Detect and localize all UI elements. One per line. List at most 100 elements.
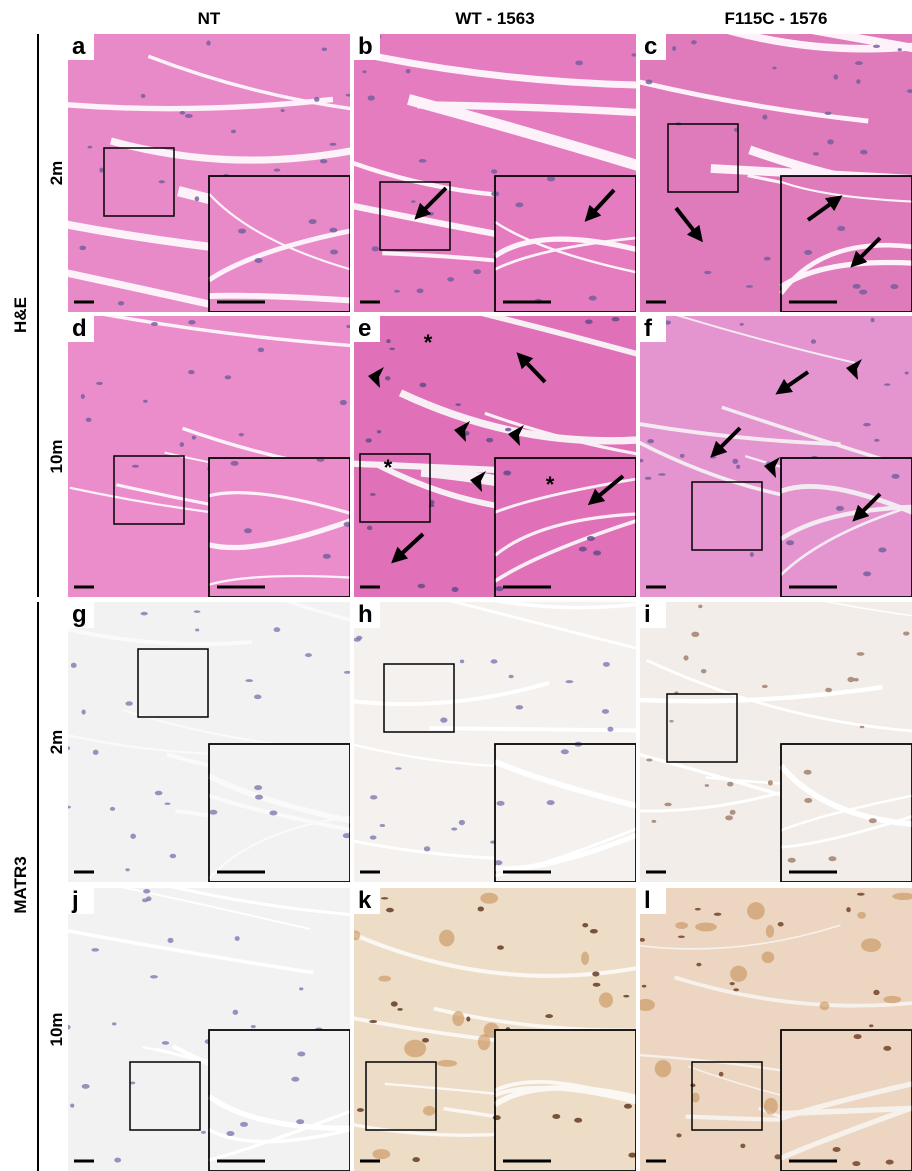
- nucleus: [226, 1131, 234, 1136]
- panel-letter: i: [644, 601, 651, 628]
- nucleus: [478, 906, 484, 911]
- aggregate: [378, 976, 391, 982]
- nucleus: [367, 526, 372, 530]
- nucleus: [859, 290, 867, 295]
- asterisk: *: [546, 472, 555, 497]
- panel-letter: e: [358, 315, 371, 342]
- column-header: NT: [198, 9, 221, 28]
- nucleus: [696, 963, 701, 967]
- nucleus: [209, 810, 217, 815]
- nucleus: [170, 854, 177, 859]
- nucleus: [854, 1034, 862, 1039]
- nucleus: [905, 371, 909, 374]
- aggregate: [762, 952, 775, 963]
- nucleus: [825, 112, 832, 115]
- nucleus: [82, 1084, 90, 1089]
- nucleus: [710, 456, 716, 459]
- nucleus: [732, 459, 738, 464]
- nucleus: [411, 200, 416, 203]
- stain-label: H&E: [11, 297, 30, 333]
- nucleus: [624, 1104, 632, 1109]
- nucleus: [143, 400, 147, 403]
- nucleus: [695, 908, 701, 911]
- aggregate: [351, 930, 360, 940]
- nucleus: [646, 759, 652, 762]
- nucleus: [447, 277, 454, 282]
- column-header: F115C - 1576: [724, 9, 827, 28]
- nucleus: [593, 550, 601, 555]
- panel-letter: l: [644, 887, 651, 914]
- nucleus: [395, 767, 402, 769]
- nucleus: [114, 1158, 121, 1163]
- asterisk: *: [424, 330, 433, 355]
- nucleus: [162, 1041, 169, 1045]
- nucleus: [561, 749, 569, 754]
- nucleus: [168, 938, 174, 943]
- nucleus: [451, 827, 457, 830]
- nucleus: [714, 913, 722, 916]
- nucleus: [281, 109, 285, 112]
- nucleus: [833, 1147, 841, 1152]
- nucleus: [65, 806, 71, 809]
- nucleus: [691, 40, 697, 44]
- nucleus: [516, 705, 524, 709]
- aggregate: [581, 952, 589, 965]
- aggregate: [636, 999, 655, 1011]
- nucleus: [82, 709, 86, 714]
- nucleus: [491, 169, 497, 174]
- nucleus: [658, 473, 666, 475]
- nucleus: [238, 229, 246, 234]
- nucleus: [88, 146, 93, 149]
- nucleus: [847, 677, 854, 682]
- aggregate: [655, 1060, 672, 1077]
- nucleus: [473, 269, 481, 274]
- aggregate: [764, 1098, 778, 1115]
- nucleus: [857, 893, 865, 896]
- nucleus: [804, 770, 812, 775]
- nucleus: [762, 685, 768, 688]
- stain-label: MATR3: [11, 856, 30, 913]
- nucleus: [898, 48, 902, 51]
- nucleus: [305, 653, 312, 657]
- panel-letter: a: [72, 33, 86, 60]
- aggregate: [766, 925, 774, 938]
- nucleus: [623, 995, 629, 998]
- timepoint-label: 10m: [47, 1012, 66, 1046]
- nucleus: [730, 982, 735, 985]
- nucleus: [603, 662, 610, 667]
- nucleus: [240, 1122, 248, 1127]
- nucleus: [678, 935, 685, 938]
- nucleus: [320, 159, 327, 163]
- nucleus: [309, 219, 317, 224]
- nucleus: [155, 791, 163, 796]
- nucleus: [357, 1108, 364, 1112]
- nucleus: [860, 150, 867, 155]
- nucleus: [370, 795, 377, 799]
- nucleus: [646, 80, 653, 85]
- nucleus: [150, 975, 158, 978]
- nucleus: [385, 376, 390, 380]
- nucleus: [497, 801, 505, 806]
- nucleus: [764, 257, 771, 261]
- aggregate: [730, 966, 747, 982]
- nucleus: [452, 587, 459, 592]
- nucleus: [497, 945, 504, 949]
- nucleus: [873, 990, 879, 995]
- nucleus: [274, 168, 281, 171]
- nucleus: [291, 1077, 299, 1082]
- nucleus: [417, 289, 424, 294]
- nucleus: [852, 1161, 860, 1166]
- nucleus: [297, 1051, 305, 1056]
- nucleus: [244, 528, 252, 533]
- nucleus: [368, 95, 375, 100]
- nucleus: [185, 114, 193, 118]
- nucleus: [856, 79, 860, 84]
- nucleus: [141, 94, 146, 98]
- nucleus: [195, 196, 200, 201]
- nucleus: [827, 139, 833, 144]
- nucleus: [813, 152, 819, 156]
- nucleus: [66, 1025, 71, 1030]
- nucleus: [892, 474, 900, 479]
- aggregate: [675, 922, 688, 929]
- nucleus: [890, 284, 898, 289]
